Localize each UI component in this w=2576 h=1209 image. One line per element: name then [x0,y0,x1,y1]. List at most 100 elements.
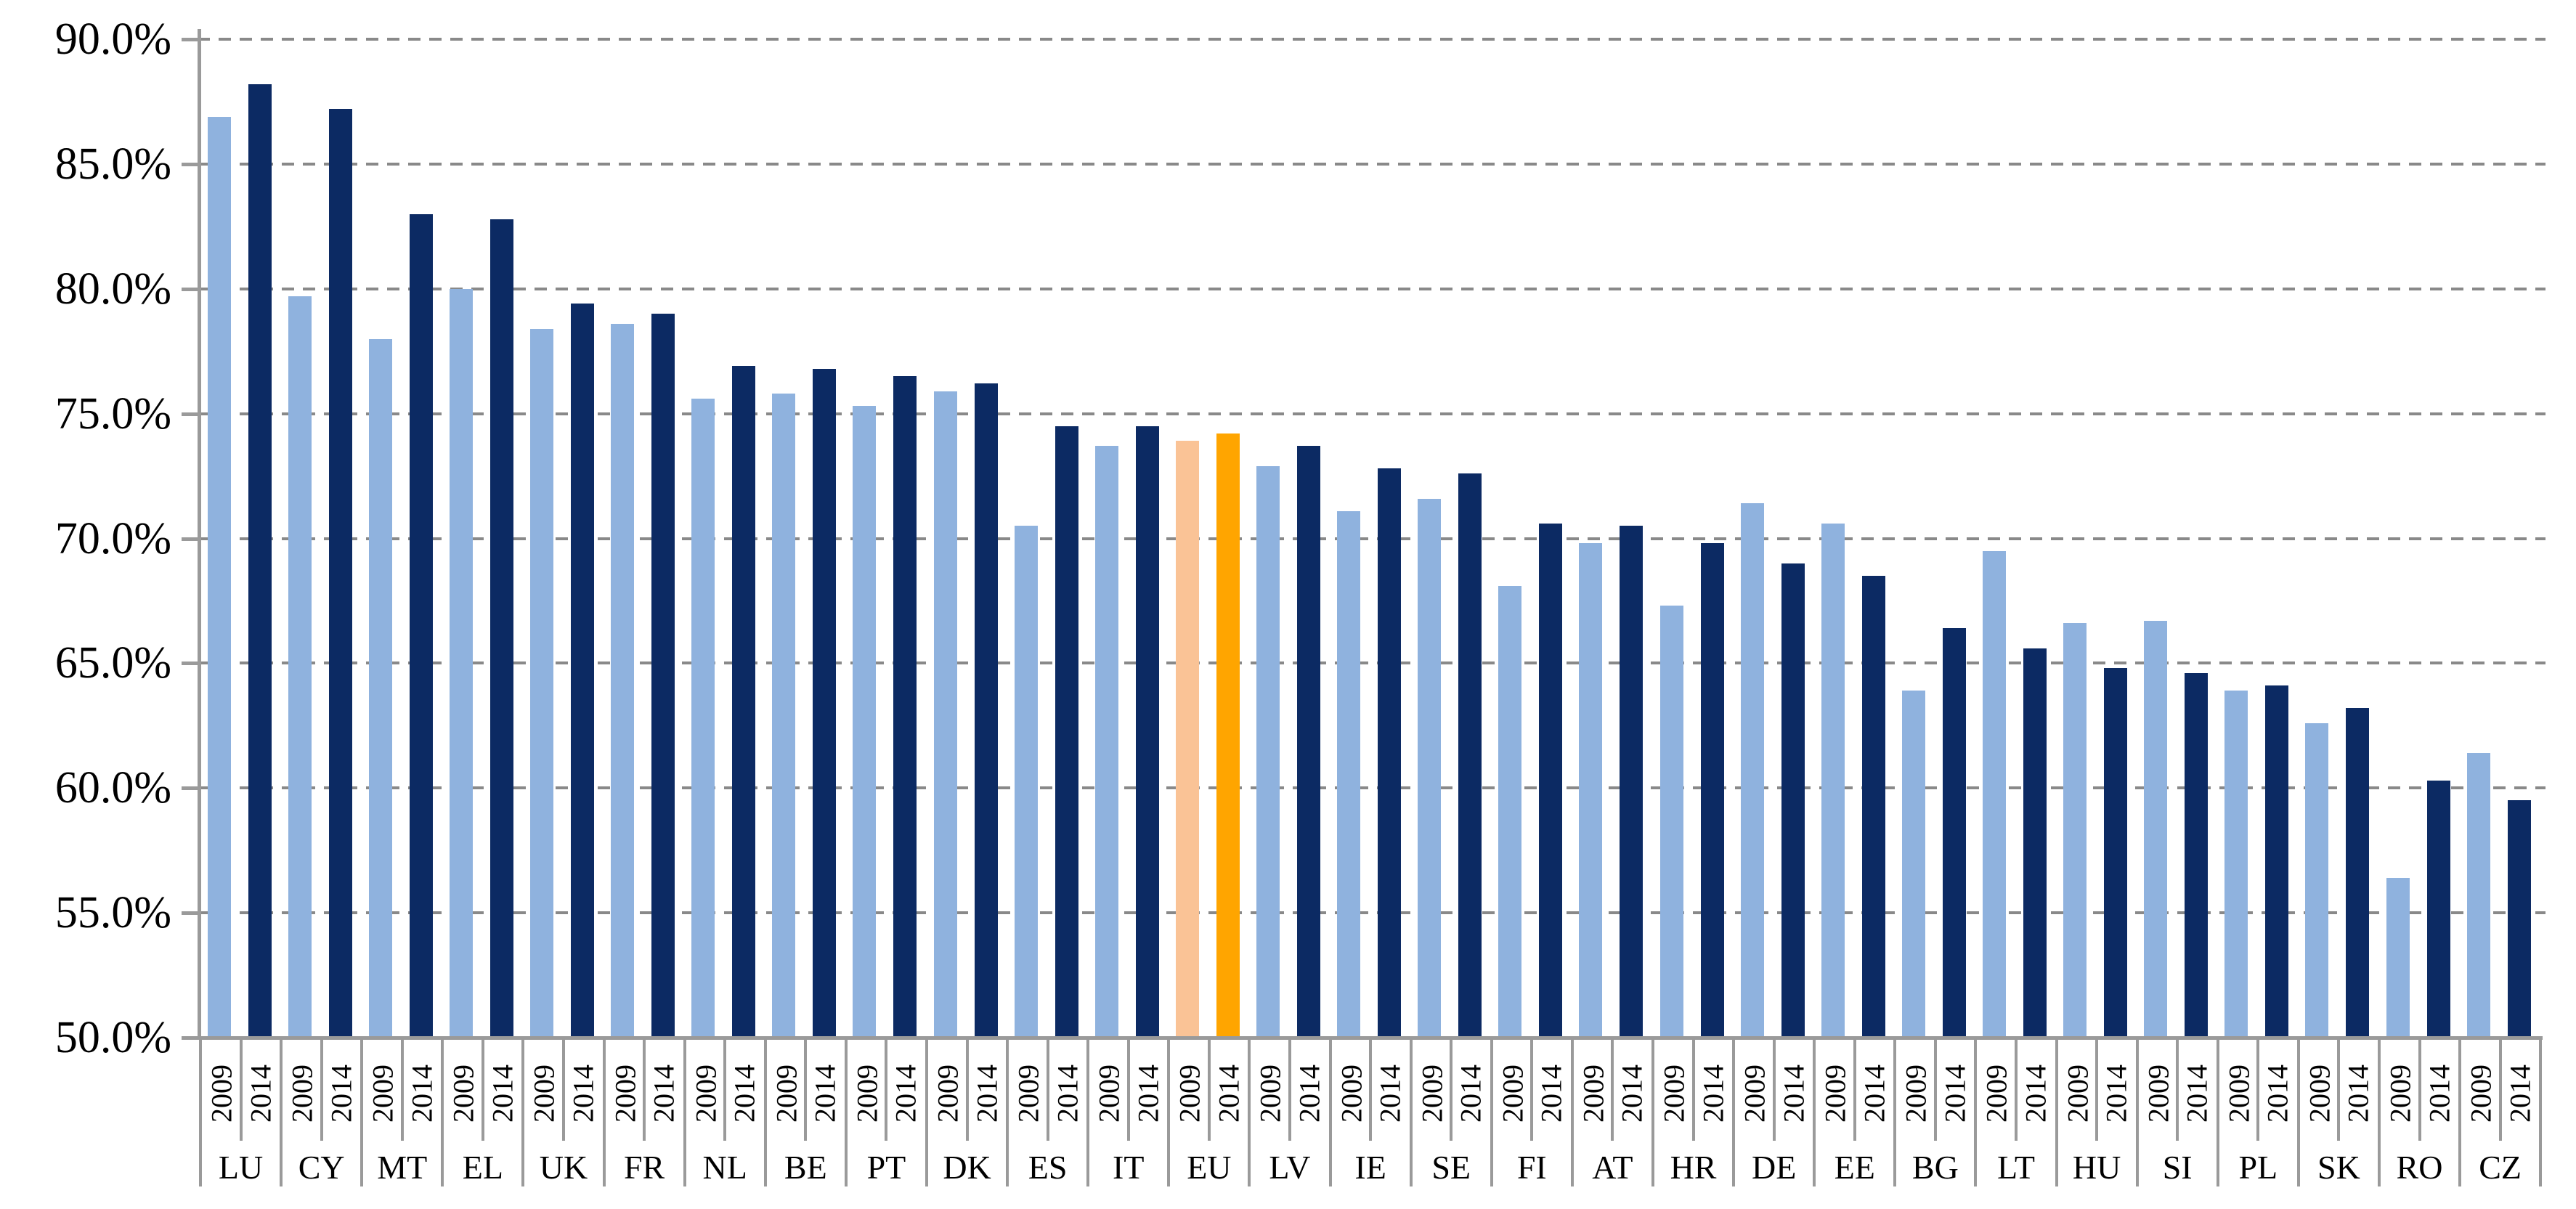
year-label-EU-2014: 2014 [1212,1065,1246,1123]
bar-MT-2009 [368,338,392,1038]
year-label-EU-2009: 2009 [1173,1065,1206,1123]
year-separator-line [1933,1039,1937,1141]
bar-group-AT [1571,39,1651,1038]
country-label-EL: EL [462,1149,503,1186]
bar-DE-2009 [1740,503,1764,1038]
country-label-FR: FR [623,1149,665,1186]
year-label-EL-2009: 2009 [447,1065,480,1123]
x-axis-group-DE: 2009 2014 DE [1732,1039,1813,1186]
y-axis-tick [182,786,200,791]
bar-group-SI [2136,39,2217,1038]
bar-NL-2009 [691,399,715,1038]
year-separator-line [239,1039,243,1141]
country-label-FI: FI [1516,1149,1547,1186]
country-label-RO: RO [2396,1149,2443,1186]
year-label-CY-2009: 2009 [285,1065,319,1123]
bar-EU-2009 [1175,441,1199,1038]
bar-ES-2014 [1055,426,1078,1038]
x-axis-group-HR: 2009 2014 HR [1651,1039,1732,1186]
bar-group-DK [925,39,1006,1038]
country-label-NL: NL [702,1149,747,1186]
x-axis-group-EE: 2009 2014 EE [1813,1039,1893,1186]
year-separator-line [561,1039,565,1141]
bar-IE-2009 [1337,510,1361,1038]
gridline [198,786,2545,790]
x-axis-group-SE: 2009 2014 SE [1409,1039,1490,1186]
year-label-FI-2009: 2009 [1496,1065,1529,1123]
year-label-HU-2014: 2014 [2100,1065,2133,1123]
year-separator-line [1772,1039,1776,1141]
x-axis-group-RO: 2009 2014 RO [2377,1039,2458,1186]
year-label-DK-2014: 2014 [970,1065,1003,1123]
year-label-LV-2014: 2014 [1293,1065,1326,1123]
y-axis-label: 55.0% [54,888,171,938]
bar-IT-2014 [1135,426,1159,1038]
plot-area [199,39,2539,1038]
year-label-BE-2009: 2009 [770,1065,803,1123]
year-label-MT-2009: 2009 [366,1065,399,1123]
year-label-FR-2014: 2014 [647,1065,680,1123]
bar-LT-2009 [1982,550,2006,1038]
bar-group-EU [1167,39,1248,1038]
gridline [198,162,2545,166]
year-label-SI-2014: 2014 [2180,1065,2214,1123]
x-axis-group-HU: 2009 2014 HU [2055,1039,2136,1186]
year-label-BG-2014: 2014 [1938,1065,1972,1123]
y-axis-label: 85.0% [54,139,171,189]
y-axis-line [198,29,201,1039]
y-axis-tick [182,911,200,916]
year-label-DE-2009: 2009 [1738,1065,1771,1123]
year-label-NL-2014: 2014 [728,1065,761,1123]
year-label-CY-2014: 2014 [324,1065,357,1123]
bar-PT-2014 [893,376,917,1038]
bar-EE-2009 [1821,523,1845,1038]
country-label-PT: PT [866,1149,906,1186]
country-label-PL: PL [2238,1149,2278,1186]
bar-group-NL [683,39,764,1038]
country-label-CY: CY [298,1149,345,1186]
y-axis-label: 70.0% [54,513,171,563]
gridline [198,537,2545,540]
bar-LU-2014 [248,84,272,1038]
year-separator-line [2095,1039,2099,1141]
bar-BG-2009 [1901,691,1925,1038]
year-label-LT-2009: 2009 [1980,1065,2013,1123]
bar-CY-2009 [288,296,312,1038]
bar-PL-2009 [2224,691,2248,1038]
year-label-PL-2009: 2009 [2222,1065,2255,1123]
year-separator-line [1853,1039,1856,1141]
x-axis-group-EL: 2009 2014 EL [441,1039,521,1186]
year-separator-line [2337,1039,2341,1141]
year-separator-line [643,1039,646,1141]
country-label-EE: EE [1834,1149,1875,1186]
bar-SE-2009 [1418,498,1442,1038]
bar-UK-2014 [570,304,594,1038]
x-axis-group-LT: 2009 2014 LT [1974,1039,2055,1186]
bar-LV-2014 [1296,446,1320,1038]
y-axis-label: 65.0% [54,638,171,688]
x-axis-group-BG: 2009 2014 BG [1893,1039,1974,1186]
bar-group-ES [1006,39,1086,1038]
bar-group-BE [764,39,845,1038]
country-label-BE: BE [784,1149,827,1186]
year-separator-line [2014,1039,2018,1141]
bar-group-LU [199,39,280,1038]
bar-group-UK [521,39,602,1038]
bar-group-BG [1893,39,1974,1038]
year-label-PT-2009: 2009 [850,1065,884,1123]
gridline [198,38,2545,41]
y-axis-tick [182,662,200,666]
country-label-SE: SE [1431,1149,1471,1186]
bar-group-EE [1813,39,1893,1038]
x-axis-group-NL: 2009 2014 NL [683,1039,764,1186]
bar-group-LV [1248,39,1328,1038]
bar-FI-2014 [1539,523,1563,1038]
country-label-HR: HR [1670,1149,1717,1186]
bar-PT-2009 [853,406,877,1038]
bar-group-DE [1732,39,1813,1038]
bar-LU-2009 [207,116,231,1038]
bar-DE-2014 [1781,563,1805,1038]
y-axis-label: 60.0% [54,763,171,813]
x-axis-group-BE: 2009 2014 BE [763,1039,845,1186]
bar-group-HU [2055,39,2136,1038]
